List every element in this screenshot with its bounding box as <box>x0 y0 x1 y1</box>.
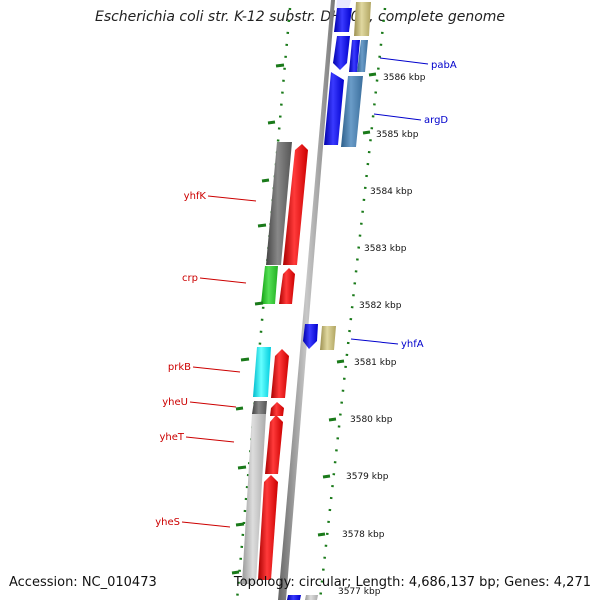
leader-line-yhfK <box>207 195 257 202</box>
gene-arrow-prkB-red <box>271 349 289 398</box>
gene-label-pabA: pabA <box>431 60 457 71</box>
leader-line-yheU <box>189 401 237 408</box>
gene-arrow-top-khaki <box>354 2 371 36</box>
gene-arrow-yheU-red <box>270 402 284 416</box>
tick-label: 3579 kbp <box>346 472 389 482</box>
gene-label-crp: crp <box>182 273 198 284</box>
gene-arrow-top-white <box>336 0 351 8</box>
tick-label: 3585 kbp <box>376 130 419 140</box>
gene-arrow-pabA-pair <box>349 40 360 72</box>
tick-label: 3580 kbp <box>350 415 393 425</box>
tick-label: 3578 kbp <box>342 530 385 540</box>
gene-labels-left: yhfK crp prkB yheU yheT yheS <box>155 191 257 528</box>
gene-arrow-bottom-blue <box>287 595 301 600</box>
map-title: Escherichia coli str. K-12 substr. DH10B… <box>94 9 506 25</box>
gene-label-yheT: yheT <box>159 432 184 443</box>
tick-labels: 3586 kbp 3585 kbp 3584 kbp 3583 kbp 3582… <box>338 73 426 597</box>
gene-arrow-pabA-blue <box>333 36 350 70</box>
leader-line-crp <box>199 277 247 284</box>
gene-arrow-argD-steel <box>341 76 363 147</box>
leader-line-yhfA <box>350 338 399 345</box>
features-left <box>242 142 308 584</box>
gene-arrow-yhfA-khaki <box>320 326 336 350</box>
leader-line-yheS <box>181 521 231 528</box>
gene-label-yheU: yheU <box>162 397 188 408</box>
genome-stats-text: Topology: circular; Length: 4,686,137 bp… <box>233 575 591 590</box>
tick-label: 3577 kbp <box>338 587 381 597</box>
gene-arrow-yheT-red <box>265 415 283 474</box>
leader-line-prkB <box>192 366 241 373</box>
gene-arrow-yheS-red <box>258 475 278 580</box>
gene-arrow-yhfA-blue <box>303 324 318 349</box>
tick-label: 3583 kbp <box>364 244 407 254</box>
leader-line-pabA <box>379 57 429 65</box>
gene-arrow-argD-blue <box>324 72 344 145</box>
gene-block-yheS-light <box>242 414 266 584</box>
gene-arrow-bottom-light <box>305 595 318 600</box>
tick-label: 3581 kbp <box>354 358 397 368</box>
leader-line-argD <box>373 113 422 121</box>
gene-arrow-top-blue <box>334 8 352 32</box>
gene-label-argD: argD <box>424 115 448 126</box>
gene-label-yhfK: yhfK <box>184 191 207 202</box>
gene-block-yheU-dark <box>252 401 267 414</box>
gene-label-yhfA: yhfA <box>401 339 424 350</box>
tick-label: 3586 kbp <box>383 73 426 83</box>
gene-block-yhfK-dark <box>266 142 292 265</box>
gene-label-yheS: yheS <box>155 517 180 528</box>
gene-arrow-pabA-steel <box>357 40 368 72</box>
scale-ticks <box>231 63 377 575</box>
gene-labels-right: pabA argD yhfA <box>350 57 457 350</box>
gene-block-prkB-cyan <box>253 347 271 397</box>
gene-label-prkB: prkB <box>168 362 191 373</box>
gene-block-crp-green <box>261 266 278 304</box>
gene-arrow-yhfK-red <box>283 144 308 265</box>
features-right <box>287 0 371 600</box>
tick-label: 3582 kbp <box>359 301 402 311</box>
genome-backbone <box>278 0 335 600</box>
gene-arrow-crp-red <box>279 268 295 304</box>
tick-label: 3584 kbp <box>370 187 413 197</box>
leader-line-yheT <box>185 436 235 443</box>
accession-text: Accession: NC_010473 <box>9 575 157 590</box>
